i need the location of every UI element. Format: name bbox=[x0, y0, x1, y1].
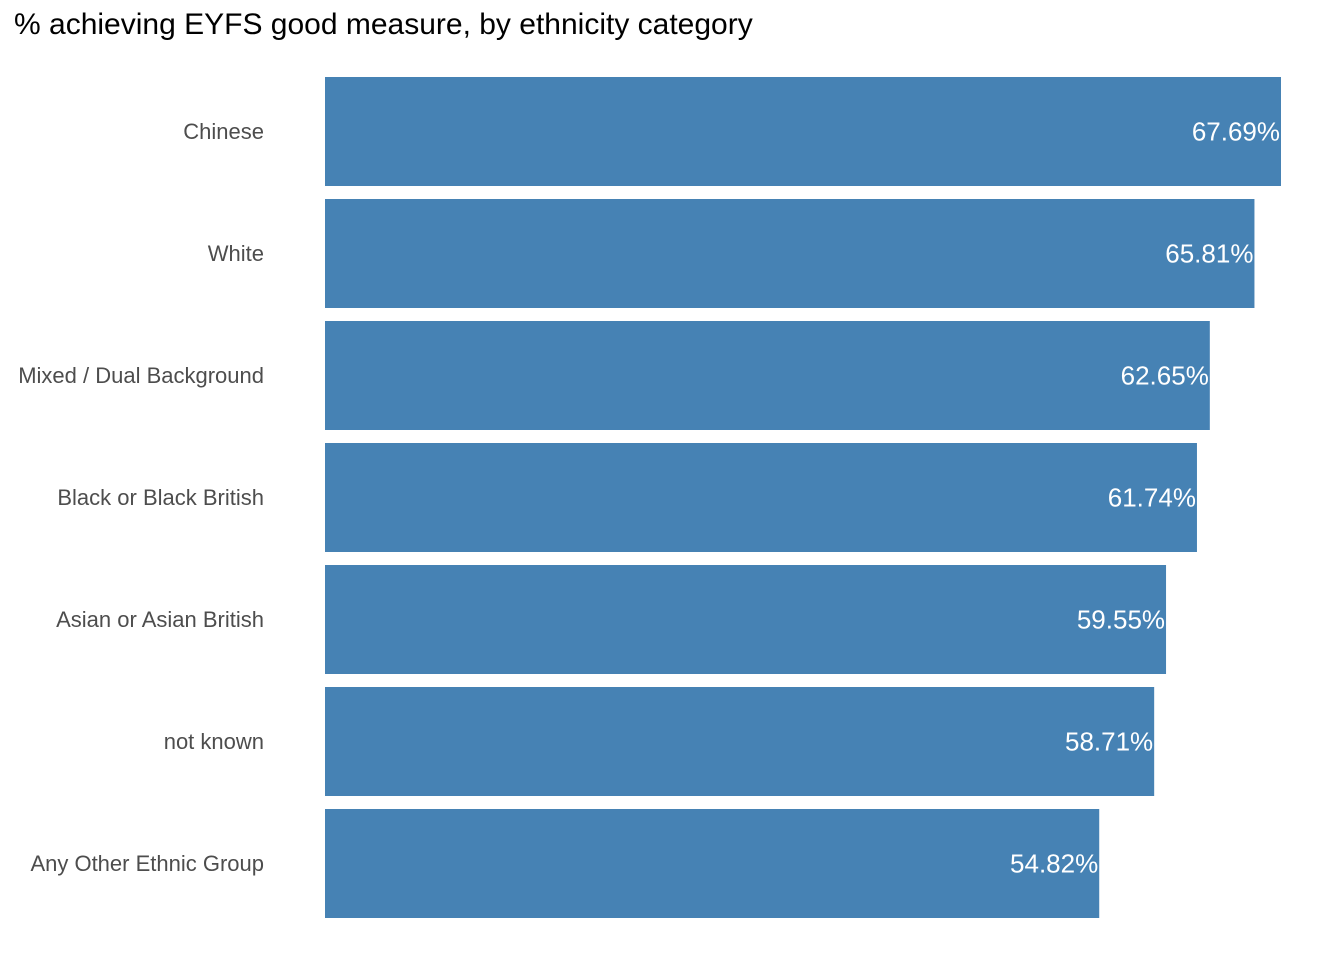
category-label: Chinese bbox=[183, 119, 264, 144]
bar bbox=[325, 443, 1197, 552]
category-label: Mixed / Dual Background bbox=[18, 363, 264, 388]
value-label: 65.81% bbox=[1165, 239, 1253, 269]
bar bbox=[325, 565, 1167, 674]
category-label: Asian or Asian British bbox=[56, 607, 264, 632]
chart-title: % achieving EYFS good measure, by ethnic… bbox=[14, 8, 753, 41]
bars-layer bbox=[325, 77, 1281, 918]
category-label: not known bbox=[164, 729, 264, 754]
bar bbox=[325, 687, 1155, 796]
labels-layer: Chinese 67.69% White 65.81% Mixed / Dual Bac… bbox=[18, 117, 1280, 879]
value-label: 61.74% bbox=[1108, 483, 1196, 513]
category-label: Black or Black British bbox=[57, 485, 264, 510]
value-label: 59.55% bbox=[1077, 605, 1165, 635]
value-label: 58.71% bbox=[1065, 727, 1153, 757]
category-label: White bbox=[208, 241, 264, 266]
value-label: 54.82% bbox=[1010, 849, 1098, 879]
value-label: 62.65% bbox=[1121, 361, 1209, 391]
bar bbox=[325, 809, 1100, 918]
category-label: Any Other Ethnic Group bbox=[30, 851, 264, 876]
bar bbox=[325, 199, 1255, 308]
bar bbox=[325, 321, 1210, 430]
bar bbox=[325, 77, 1281, 186]
value-label: 67.69% bbox=[1192, 117, 1280, 147]
